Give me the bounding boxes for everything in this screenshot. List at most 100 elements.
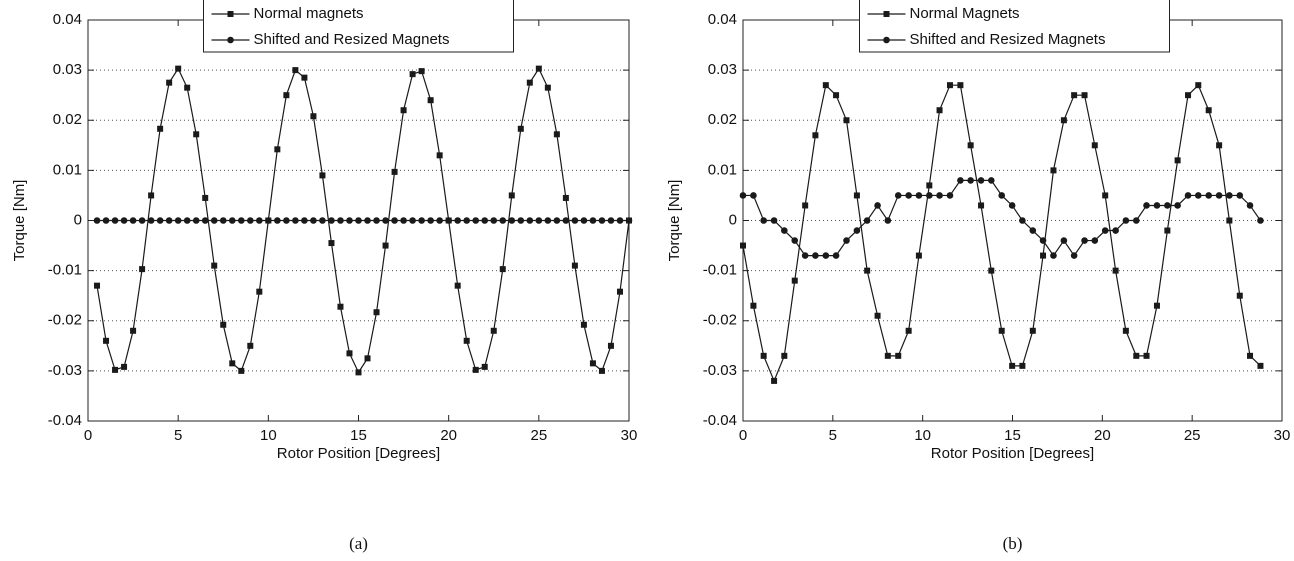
y-axis-label: Torque [Nm] — [11, 180, 28, 262]
marker — [400, 217, 407, 224]
marker — [400, 107, 407, 114]
marker — [1153, 302, 1160, 309]
marker — [1133, 352, 1140, 359]
marker — [562, 194, 569, 201]
marker — [812, 132, 819, 139]
marker — [183, 217, 191, 224]
marker — [274, 217, 281, 224]
marker — [174, 217, 182, 224]
marker — [580, 217, 588, 224]
marker — [526, 217, 534, 224]
marker — [1153, 202, 1161, 209]
marker — [1216, 142, 1223, 149]
marker — [355, 369, 362, 376]
marker — [1040, 252, 1047, 259]
legend-box — [203, 0, 514, 53]
marker — [517, 125, 524, 132]
x-tick-label: 10 — [260, 427, 277, 444]
legend-marker — [227, 36, 234, 44]
marker — [364, 355, 371, 362]
marker — [274, 146, 281, 153]
marker — [988, 267, 995, 274]
marker — [607, 217, 615, 224]
marker — [801, 252, 809, 259]
marker — [202, 194, 209, 201]
marker — [94, 282, 101, 289]
marker — [210, 217, 218, 224]
marker — [256, 217, 263, 224]
marker — [292, 67, 299, 74]
marker — [156, 217, 164, 224]
marker — [310, 113, 317, 120]
marker — [121, 363, 128, 370]
marker — [418, 68, 425, 75]
marker — [256, 288, 263, 295]
marker — [1029, 227, 1037, 234]
marker — [166, 79, 173, 86]
marker — [760, 217, 767, 224]
marker — [571, 217, 579, 224]
marker — [247, 342, 254, 349]
marker — [915, 252, 922, 259]
x-tick-label: 30 — [1274, 427, 1291, 444]
marker — [607, 342, 614, 349]
marker — [490, 217, 498, 224]
marker — [625, 217, 633, 224]
marker — [301, 74, 308, 81]
marker — [364, 217, 371, 224]
marker — [1060, 237, 1068, 244]
y-tick-label: -0.03 — [48, 362, 82, 379]
marker — [1019, 217, 1026, 224]
x-tick-label: 25 — [1184, 427, 1201, 444]
marker — [1081, 237, 1088, 244]
legend-marker — [227, 11, 234, 17]
marker — [843, 237, 850, 244]
marker — [283, 92, 290, 99]
marker — [1060, 117, 1067, 124]
legend-label: Shifted and Resized Magnets — [254, 31, 450, 48]
marker — [157, 125, 164, 132]
y-tick-label: -0.04 — [703, 412, 737, 429]
marker — [391, 168, 398, 175]
marker — [967, 142, 974, 149]
marker — [616, 217, 624, 224]
y-tick-label: 0.03 — [708, 61, 737, 78]
marker — [237, 217, 245, 224]
marker — [220, 321, 227, 328]
x-axis-label: Rotor Position [Degrees] — [277, 445, 440, 462]
x-tick-label: 25 — [530, 427, 547, 444]
marker — [1112, 267, 1119, 274]
marker — [998, 192, 1006, 199]
marker — [418, 217, 425, 224]
marker — [454, 217, 461, 224]
marker — [373, 309, 380, 316]
marker — [864, 267, 871, 274]
marker — [1122, 217, 1130, 224]
y-tick-label: 0.04 — [708, 11, 737, 28]
legend-label: Shifted and Resized Magnets — [910, 31, 1106, 48]
marker — [771, 377, 778, 384]
marker — [739, 192, 747, 199]
marker — [355, 217, 362, 224]
marker — [472, 217, 480, 224]
marker — [373, 217, 380, 224]
y-tick-label: 0.01 — [708, 161, 737, 178]
marker — [120, 217, 128, 224]
marker — [936, 192, 943, 199]
marker — [1257, 362, 1264, 369]
marker — [874, 202, 881, 209]
marker — [463, 337, 470, 344]
marker — [427, 217, 434, 224]
marker — [499, 266, 506, 273]
marker — [138, 217, 146, 224]
marker — [832, 252, 840, 259]
marker — [1102, 192, 1109, 199]
marker — [111, 217, 119, 224]
marker — [517, 217, 525, 224]
marker — [1101, 227, 1109, 234]
legend-marker — [883, 11, 890, 17]
marker — [874, 312, 881, 319]
marker — [247, 217, 254, 224]
marker — [112, 366, 119, 373]
marker — [571, 262, 578, 269]
